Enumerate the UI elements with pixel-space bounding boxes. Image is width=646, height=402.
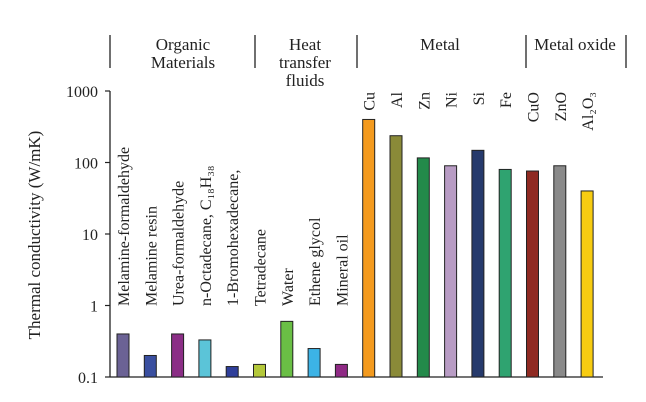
bar xyxy=(471,149,485,378)
bar-label: Urea-formaldehyde xyxy=(171,181,188,306)
bars xyxy=(116,118,594,378)
y-tick-label: 1000 xyxy=(66,84,98,101)
group-label: transfer xyxy=(279,53,331,72)
bar-label: Ni xyxy=(444,91,461,108)
bar-label: Cu xyxy=(362,92,379,111)
bar xyxy=(334,363,348,378)
group-label: Materials xyxy=(151,53,215,72)
bar xyxy=(171,333,185,378)
bar-label: n-Octadecane, C₁₈H₃₈ xyxy=(198,166,215,306)
group-label: Metal oxide xyxy=(534,35,616,54)
bar xyxy=(444,165,458,378)
group-label: fluids xyxy=(286,71,325,90)
bar xyxy=(225,366,239,378)
bar-label: Melamine resin xyxy=(143,206,160,306)
bar-label: Melamine-formaldehyde xyxy=(116,147,133,306)
bar-label: Water xyxy=(280,268,297,306)
bar xyxy=(498,168,512,378)
bar-label: Mineral oil xyxy=(334,234,351,306)
bar xyxy=(362,118,376,378)
bar-label: 1-Bromohexadecane, xyxy=(225,170,242,306)
bar xyxy=(116,333,130,378)
y-tick-label: 0.1 xyxy=(78,370,98,387)
bar xyxy=(198,339,212,378)
y-tick-label: 1 xyxy=(90,299,98,316)
y-axis: 0.1 1 10 100 1000 xyxy=(66,84,603,387)
bar-label: Fe xyxy=(498,92,515,108)
bar-label: Si xyxy=(471,91,488,105)
bar xyxy=(580,190,594,378)
y-tick-label: 100 xyxy=(74,156,98,173)
bar-label: Ethene glycol xyxy=(307,217,324,306)
bar-label: CuO xyxy=(526,92,543,122)
bar xyxy=(253,363,266,378)
bar xyxy=(526,170,539,378)
bar xyxy=(389,135,403,378)
y-tick-label: 10 xyxy=(82,227,98,244)
bar-label: Zn xyxy=(416,92,433,110)
bar xyxy=(553,165,567,378)
y-axis-label: Thermal conductivity (W/mK) xyxy=(25,131,44,340)
bar xyxy=(416,157,430,378)
bar xyxy=(280,320,294,378)
group-label: Organic xyxy=(156,35,211,54)
bar-label: Al xyxy=(389,91,406,108)
bar xyxy=(307,348,321,378)
bar-labels: Melamine-formaldehyde Melamine resin Urea-… xyxy=(116,91,597,306)
group-label: Metal xyxy=(420,35,460,54)
bar-label: Tetradecane xyxy=(253,229,270,306)
group-label: Heat xyxy=(289,35,321,54)
bar xyxy=(143,354,157,378)
bar-label: ZnO xyxy=(553,92,570,121)
bar-label: Al₂O₃ xyxy=(580,92,597,131)
